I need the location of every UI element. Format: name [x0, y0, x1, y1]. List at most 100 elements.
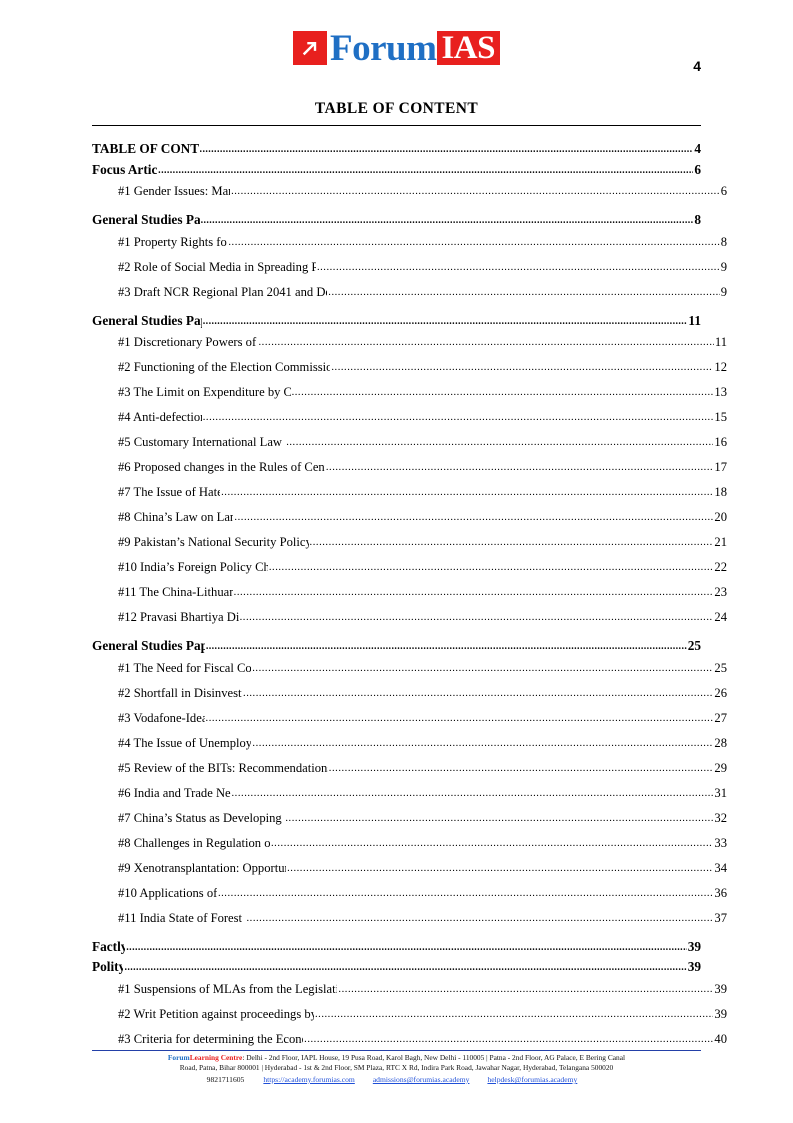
toc-entry-page-number: 8 — [720, 234, 727, 249]
toc-dot-leader: ........................................… — [158, 164, 693, 176]
toc-entry-page-number: 21 — [714, 535, 727, 549]
toc-dot-leader: ........................................… — [287, 862, 714, 874]
footer-helpdesk-email-link[interactable]: helpdesk@forumias.academy — [487, 1075, 578, 1084]
toc-entry-page-number: 36 — [714, 885, 727, 900]
toc-entry-label: #3 The Limit on Expenditure by Candidate… — [118, 385, 291, 399]
logo-ias-text: IAS — [437, 31, 500, 65]
toc-dot-leader: ........................................… — [331, 362, 713, 373]
toc-entry-page-number: 12 — [714, 360, 727, 374]
toc-entry-level-1[interactable]: General Studies Paper II................… — [92, 312, 701, 333]
toc-entry-level-2[interactable]: #3 Criteria for determining the Economic… — [92, 1031, 727, 1049]
toc-entry-level-2[interactable]: #3 Vodafone-Idea Issue..................… — [92, 710, 727, 728]
toc-dot-leader: ........................................… — [328, 762, 714, 774]
toc-entry-level-2[interactable]: #6 Proposed changes in the Rules of Cent… — [92, 459, 727, 477]
toc-entry-level-2[interactable]: #5 Customary International Law and India… — [92, 434, 727, 452]
toc-entry-level-1[interactable]: General Studies Paper III...............… — [92, 637, 701, 658]
toc-dot-leader: ........................................… — [239, 612, 714, 623]
toc-dot-leader: ........................................… — [268, 562, 714, 573]
toc-dot-leader: ........................................… — [258, 337, 714, 348]
toc-entry-level-2[interactable]: #8 Challenges in Regulation of Cryptocur… — [92, 835, 727, 853]
toc-entry-page-number: 8 — [694, 212, 701, 227]
toc-entry-level-2[interactable]: #3 The Limit on Expenditure by Candidate… — [92, 384, 727, 402]
toc-entry-label: #7 China’s Status as Developing Country … — [118, 810, 284, 825]
toc-dot-leader: ........................................… — [328, 286, 719, 298]
toc-entry-level-2[interactable]: #2 Writ Petition against proceedings by … — [92, 1006, 727, 1024]
toc-entry-label: #6 Proposed changes in the Rules of Cent… — [118, 460, 325, 474]
toc-entry-label: #11 The China-Lithuania dispute — [118, 585, 233, 599]
toc-entry-level-2[interactable]: #11 India State of Forest Report 2021...… — [92, 910, 727, 928]
toc-dot-leader: ........................................… — [309, 537, 714, 548]
toc-entry-page-number: 28 — [714, 735, 727, 750]
toc-entry-label: #4 The Issue of Unemployment in India — [118, 735, 252, 750]
toc-entry-label: #7 The Issue of Hate Speech — [118, 485, 221, 499]
toc-entry-level-2[interactable]: #2 Role of Social Media in Spreading Rad… — [92, 259, 727, 277]
toc-entry-level-1[interactable]: Factly..................................… — [92, 938, 701, 959]
toc-entry-level-2[interactable]: #1 Gender Issues: Marital Rape..........… — [92, 183, 727, 201]
toc-entry-level-2[interactable]: #12 Pravasi Bhartiya Diwas (PBD)........… — [92, 609, 727, 627]
toc-entry-level-2[interactable]: #1 The Need for Fiscal Council in India.… — [92, 660, 727, 678]
toc-entry-page-number: 39 — [687, 959, 701, 974]
toc-entry-label: Factly — [92, 938, 126, 954]
toc-entry-label: TABLE OF CONTENT — [92, 141, 199, 156]
toc-dot-leader: ........................................… — [199, 144, 694, 155]
toc-dot-leader: ........................................… — [202, 315, 688, 327]
toc-entry-page-number: 6 — [720, 184, 727, 198]
toc-entry-level-2[interactable]: #1 Property Rights for Women............… — [92, 234, 727, 252]
toc-entry-level-1[interactable]: TABLE OF CONTENT........................… — [92, 140, 701, 161]
toc-entry-level-2[interactable]: #3 Draft NCR Regional Plan 2041 and Degr… — [92, 284, 727, 302]
toc-entry-page-number: 31 — [714, 785, 727, 800]
toc-entry-level-2[interactable]: #7 China’s Status as Developing Country … — [92, 810, 727, 828]
toc-dot-leader: ........................................… — [285, 812, 714, 824]
toc-entry-level-2[interactable]: #9 Xenotransplantation: Opportunities an… — [92, 860, 727, 878]
toc-entry-level-2[interactable]: #8 China’s Law on Land Borders..........… — [92, 509, 727, 527]
toc-entry-level-2[interactable]: #1 Suspensions of MLAs from the Legislat… — [92, 981, 727, 999]
toc-entry-level-2[interactable]: #4 Anti-defection Law...................… — [92, 409, 727, 427]
toc-entry-label: #5 Customary International Law and India… — [118, 435, 285, 449]
toc-entry-page-number: 32 — [714, 810, 727, 825]
toc-entry-level-2[interactable]: #10 Applications of Drones..............… — [92, 885, 727, 903]
toc-entry-level-2[interactable]: #4 The Issue of Unemployment in India...… — [92, 735, 727, 753]
footer-admissions-email-link[interactable]: admissions@forumias.academy — [372, 1075, 470, 1084]
toc-entry-level-1[interactable]: Polity..................................… — [92, 958, 701, 979]
toc-dot-leader: ........................................… — [291, 387, 714, 398]
toc-entry-label: General Studies Paper II — [92, 312, 202, 328]
toc-entry-level-1[interactable]: General Studies Paper I.................… — [92, 211, 701, 232]
toc-entry-label: #1 Gender Issues: Marital Rape — [118, 184, 230, 198]
toc-entry-page-number: 15 — [714, 410, 727, 424]
toc-entry-level-2[interactable]: #9 Pakistan’s National Security Policy a… — [92, 534, 727, 552]
toc-dot-leader: ........................................… — [200, 215, 694, 226]
arrow-up-right-icon — [293, 31, 328, 65]
toc-entry-label: #10 India’s Foreign Policy Challenges in… — [118, 560, 268, 574]
toc-dot-leader: ........................................… — [202, 412, 714, 423]
logo-forum-text: Forum — [330, 27, 437, 69]
toc-entry-label: #9 Pakistan’s National Security Policy a… — [118, 535, 309, 549]
toc-entry-level-2[interactable]: #7 The Issue of Hate Speech.............… — [92, 484, 727, 502]
toc-entry-level-2[interactable]: #5 Review of the BITs: Recommendations o… — [92, 760, 727, 778]
toc-entry-label: Polity — [92, 959, 124, 974]
toc-dot-leader: ........................................… — [316, 261, 720, 273]
footer-contact-line: 9821711605 https://academy.forumias.com ad… — [92, 1074, 701, 1085]
toc-entry-level-2[interactable]: #2 Functioning of the Election Commissio… — [92, 359, 727, 377]
toc-entry-page-number: 16 — [714, 435, 727, 449]
toc-entry-label: General Studies Paper I — [92, 212, 200, 227]
toc-entry-page-number: 17 — [714, 460, 727, 474]
toc-entry-level-2[interactable]: #11 The China-Lithuania dispute.........… — [92, 584, 727, 602]
toc-entry-label: #3 Criteria for determining the Economic… — [118, 1031, 303, 1046]
toc-entry-page-number: 6 — [694, 161, 701, 177]
page-title: TABLE OF CONTENT — [314, 100, 479, 117]
toc-entry-page-number: 18 — [714, 485, 727, 499]
toc-entry-level-2[interactable]: #2 Shortfall in Disinvestment Target....… — [92, 685, 727, 703]
toc-entry-level-2[interactable]: #6 India and Trade Negotiations.........… — [92, 785, 727, 803]
toc-entry-level-2[interactable]: #10 India’s Foreign Policy Challenges in… — [92, 559, 727, 577]
toc-dot-leader: ........................................… — [221, 487, 714, 498]
toc-entry-level-1[interactable]: Focus Article...........................… — [92, 161, 701, 182]
title-divider — [92, 125, 701, 126]
toc-dot-leader: ........................................… — [205, 712, 714, 724]
toc-dot-leader: ........................................… — [217, 887, 714, 899]
toc-entry-level-2[interactable]: #1 Discretionary Powers of the Governors… — [92, 334, 727, 352]
toc-entry-label: #3 Draft NCR Regional Plan 2041 and Degr… — [118, 284, 327, 299]
footer-website-link[interactable]: https://academy.forumias.com — [263, 1075, 355, 1084]
toc-dot-leader: ........................................… — [234, 512, 713, 523]
toc-entry-label: #10 Applications of Drones — [118, 885, 217, 900]
toc-entry-label: Focus Article — [92, 161, 158, 177]
